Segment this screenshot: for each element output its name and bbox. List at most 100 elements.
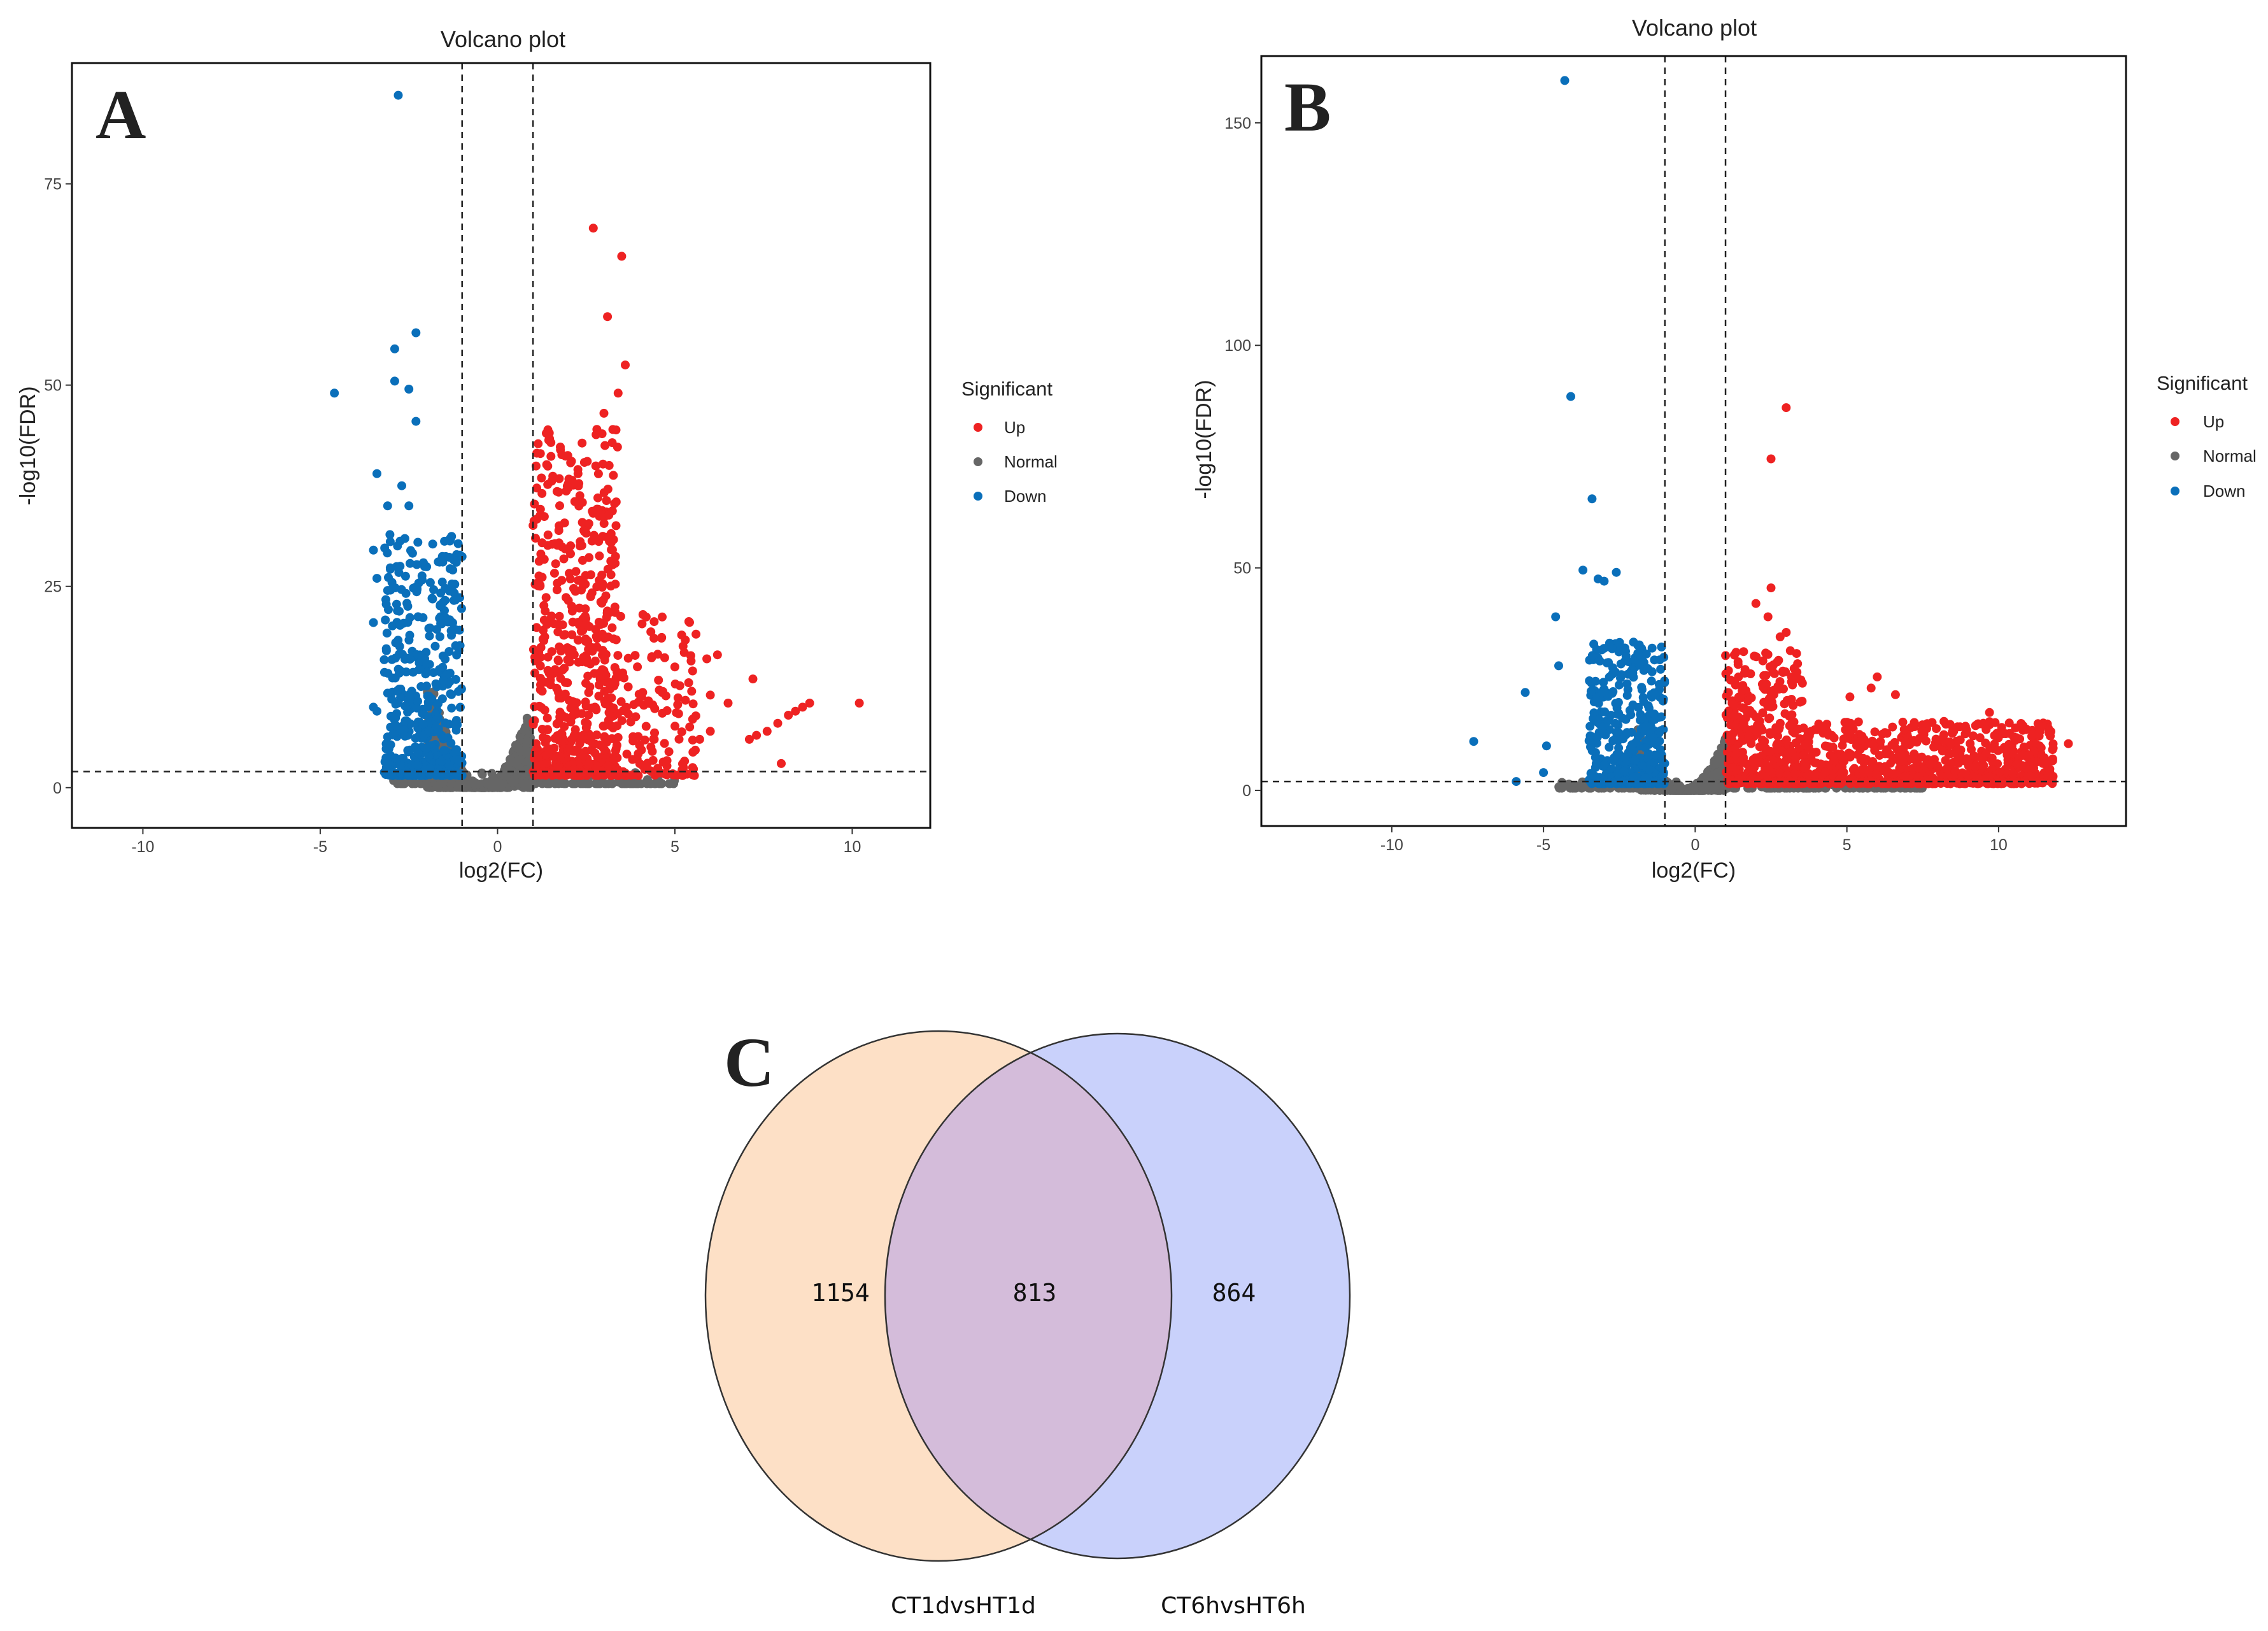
point-up: [552, 585, 562, 595]
point-down: [448, 566, 458, 575]
legend-down-label: Down: [1004, 487, 1046, 506]
point-up: [1829, 733, 1839, 743]
point-normal: [1566, 781, 1575, 791]
plot-b-x-label: log2(FC): [1652, 858, 1736, 883]
point-up: [571, 567, 581, 576]
point-down: [451, 748, 460, 758]
point-up: [1987, 778, 1996, 787]
point-up: [1766, 583, 1776, 593]
point-up: [670, 722, 680, 731]
point-down: [390, 344, 399, 353]
point-up: [2064, 739, 2073, 748]
plot-a-legend-title: Significant: [961, 378, 1052, 400]
point-up: [593, 493, 602, 502]
point-down: [1643, 664, 1652, 673]
point-up: [1838, 741, 1847, 750]
point-up: [1761, 671, 1771, 680]
plot-b-y-tick: 100: [1224, 337, 1251, 355]
point-up: [600, 732, 609, 742]
point-down: [387, 655, 397, 664]
point-up: [629, 770, 639, 780]
point-down: [1610, 718, 1620, 728]
point-down: [431, 679, 441, 688]
point-normal: [634, 779, 643, 788]
point-down: [1587, 651, 1597, 660]
point-up: [1782, 403, 1791, 413]
point-down: [1608, 736, 1618, 745]
point-up: [1821, 767, 1830, 777]
point-up: [567, 457, 576, 466]
point-down: [1647, 676, 1656, 686]
point-up: [798, 702, 807, 712]
point-up: [688, 699, 698, 709]
point-down: [1591, 676, 1600, 686]
point-up: [560, 689, 570, 699]
point-up: [1960, 722, 1970, 731]
point-up: [791, 706, 800, 716]
point-up: [660, 739, 669, 748]
point-down: [437, 757, 446, 766]
point-down: [1637, 713, 1647, 723]
point-down: [404, 770, 413, 780]
point-up: [661, 691, 670, 701]
point-up: [581, 718, 590, 727]
point-up: [1778, 666, 1788, 676]
point-up: [1747, 739, 1756, 748]
point-up: [613, 388, 623, 398]
point-down: [455, 702, 465, 712]
point-down: [400, 701, 410, 711]
point-up: [1901, 737, 1910, 746]
point-up: [1969, 731, 1978, 741]
point-down: [1645, 765, 1654, 774]
point-down: [385, 537, 395, 546]
point-down: [383, 501, 392, 511]
point-up: [1757, 680, 1767, 689]
point-up: [635, 759, 644, 768]
point-down: [1637, 683, 1647, 692]
point-up: [691, 629, 701, 639]
point-down: [1659, 694, 1668, 704]
point-up: [555, 521, 564, 531]
plot-a-title: Volcano plot: [441, 26, 565, 52]
point-down: [393, 664, 403, 674]
point-up: [556, 729, 566, 738]
point-up: [630, 651, 640, 660]
plot-a-y-ticks: 0 25 50 75: [44, 176, 62, 797]
point-up: [1901, 772, 1910, 781]
point-down: [372, 574, 381, 583]
point-up: [748, 674, 758, 684]
point-down: [400, 571, 410, 581]
point-down: [1628, 669, 1638, 678]
point-up: [1960, 729, 1970, 739]
point-down: [1607, 644, 1617, 653]
point-up: [613, 709, 623, 718]
point-up: [617, 252, 627, 261]
point-up: [529, 516, 539, 526]
point-up: [579, 458, 589, 467]
point-down: [1621, 652, 1631, 661]
point-up: [762, 727, 772, 736]
point-up: [581, 697, 590, 707]
point-up: [1829, 756, 1839, 766]
point-up: [565, 574, 575, 583]
point-up: [549, 619, 558, 629]
point-up: [695, 734, 704, 744]
point-down: [1604, 658, 1613, 667]
point-down: [453, 755, 462, 765]
point-up: [744, 734, 754, 744]
point-up: [553, 655, 563, 665]
point-down: [1599, 576, 1609, 586]
point-up: [602, 608, 612, 618]
plot-a-frame: [71, 62, 932, 829]
point-down: [425, 631, 434, 641]
point-down: [437, 577, 447, 587]
plot-b-legend: Significant Up Normal Down: [2157, 372, 2257, 501]
point-up: [1782, 735, 1791, 744]
point-normal: [1683, 783, 1693, 793]
point-up: [2001, 729, 2011, 739]
point-up: [567, 601, 576, 611]
point-up: [596, 597, 606, 607]
point-down: [330, 388, 339, 398]
point-down: [443, 669, 452, 679]
point-down: [428, 594, 437, 604]
